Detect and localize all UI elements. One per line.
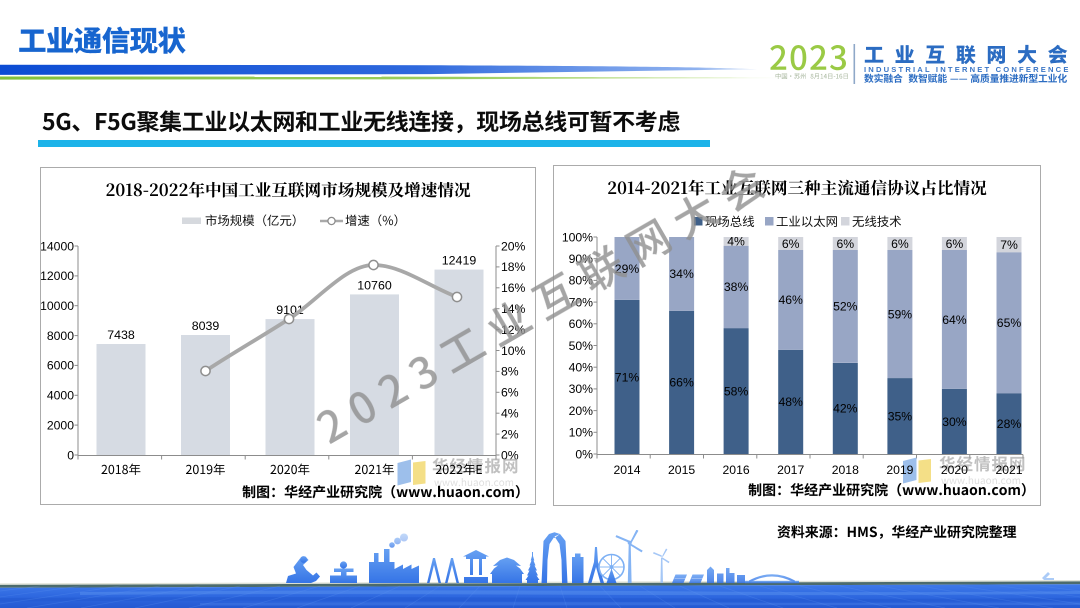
svg-text:80%: 80%: [569, 274, 594, 288]
svg-text:0: 0: [67, 448, 74, 462]
svg-text:4000: 4000: [47, 389, 74, 403]
svg-text:2017: 2017: [777, 463, 804, 477]
svg-text:20%: 20%: [501, 239, 526, 253]
svg-text:12%: 12%: [501, 323, 526, 337]
svg-text:7438: 7438: [107, 328, 135, 342]
svg-text:100%: 100%: [562, 230, 593, 244]
svg-text:29%: 29%: [615, 262, 640, 276]
svg-text:12419: 12419: [442, 254, 477, 268]
svg-text:6%: 6%: [782, 237, 800, 251]
svg-text:10000: 10000: [40, 299, 74, 313]
svg-text:2021: 2021: [995, 463, 1022, 477]
svg-text:6%: 6%: [501, 386, 519, 400]
svg-text:71%: 71%: [615, 370, 640, 384]
svg-text:48%: 48%: [778, 395, 803, 409]
svg-text:2%: 2%: [501, 427, 519, 441]
svg-text:8%: 8%: [501, 365, 519, 379]
svg-text:10760: 10760: [357, 278, 392, 292]
svg-text:10%: 10%: [501, 344, 526, 358]
svg-text:65%: 65%: [997, 316, 1022, 330]
svg-text:46%: 46%: [778, 293, 803, 307]
svg-text:10%: 10%: [569, 426, 594, 440]
svg-text:30%: 30%: [942, 415, 967, 429]
svg-text:42%: 42%: [833, 402, 858, 416]
svg-text:0%: 0%: [501, 448, 519, 462]
svg-text:2000: 2000: [47, 418, 74, 432]
svg-text:50%: 50%: [569, 339, 594, 353]
svg-text:35%: 35%: [888, 409, 913, 423]
svg-text:20%: 20%: [569, 404, 594, 418]
svg-text:16%: 16%: [501, 281, 526, 295]
svg-text:2016: 2016: [723, 463, 750, 477]
svg-text:30%: 30%: [569, 382, 594, 396]
svg-text:4%: 4%: [727, 235, 745, 249]
svg-text:2014: 2014: [613, 463, 640, 477]
svg-text:34%: 34%: [669, 267, 694, 281]
svg-text:38%: 38%: [724, 280, 749, 294]
svg-text:6%: 6%: [891, 237, 909, 251]
svg-text:70%: 70%: [569, 295, 594, 309]
svg-text:7%: 7%: [1000, 238, 1018, 252]
svg-text:0%: 0%: [575, 447, 593, 461]
svg-text:28%: 28%: [997, 417, 1022, 431]
svg-text:6000: 6000: [47, 359, 74, 373]
svg-text:14%: 14%: [501, 302, 526, 316]
svg-text:2019: 2019: [886, 463, 913, 477]
svg-text:2020: 2020: [941, 463, 968, 477]
svg-text:4%: 4%: [501, 407, 519, 421]
svg-text:2015: 2015: [668, 463, 695, 477]
svg-text:59%: 59%: [888, 307, 913, 321]
svg-text:18%: 18%: [501, 260, 526, 274]
svg-text:6%: 6%: [946, 237, 964, 251]
svg-text:2018: 2018: [832, 463, 859, 477]
svg-text:90%: 90%: [569, 252, 594, 266]
svg-text:58%: 58%: [724, 384, 749, 398]
svg-text:8039: 8039: [192, 319, 220, 333]
svg-text:12000: 12000: [40, 269, 74, 283]
svg-text:52%: 52%: [833, 300, 858, 314]
svg-text:64%: 64%: [942, 313, 967, 327]
svg-text:66%: 66%: [669, 376, 694, 390]
svg-text:40%: 40%: [569, 361, 594, 375]
svg-text:6%: 6%: [836, 237, 854, 251]
svg-text:8000: 8000: [47, 329, 74, 343]
svg-text:60%: 60%: [569, 317, 594, 331]
svg-text:14000: 14000: [40, 239, 74, 253]
